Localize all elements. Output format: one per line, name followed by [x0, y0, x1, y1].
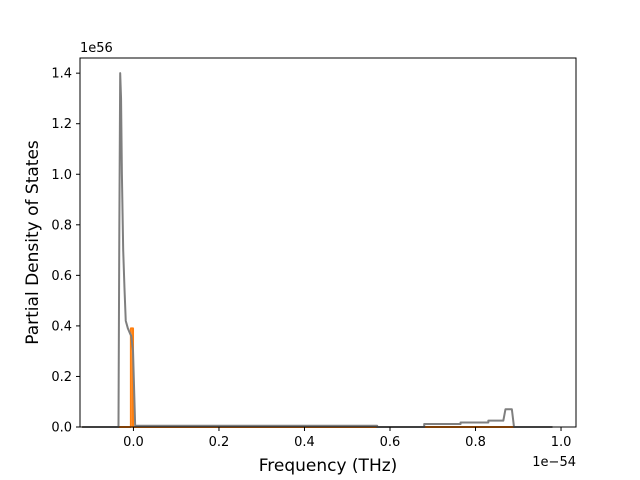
series-line-0	[82, 327, 553, 428]
x-tick-label: 0.0	[123, 435, 144, 450]
x-tick-label: 0.6	[380, 435, 401, 450]
y-tick-label: 1.0	[51, 168, 72, 183]
plot-frame	[79, 57, 577, 428]
y-tick-label: 0.6	[51, 269, 72, 284]
x-offset-text: 1e−54	[532, 455, 576, 470]
y-tick-label: 0.8	[51, 218, 72, 233]
x-tick-label: 1.0	[551, 435, 572, 450]
y-axis-ticks: 0.0 0.2 0.4 0.6 0.8 1.0 1.2 1.4	[51, 67, 80, 436]
plot-lines	[82, 72, 553, 428]
y-tick-label: 0.2	[51, 370, 72, 385]
y-axis-label: Partial Density of States	[23, 140, 43, 345]
x-axis-ticks: 0.0 0.2 0.4 0.6 0.8 1.0	[123, 427, 571, 450]
x-tick-label: 0.2	[209, 435, 230, 450]
x-axis-label: Frequency (THz)	[259, 456, 398, 476]
y-tick-label: 1.2	[51, 117, 72, 132]
y-tick-label: 0.4	[51, 319, 72, 334]
x-tick-label: 0.4	[294, 435, 315, 450]
y-tick-label: 0.0	[51, 421, 72, 436]
series-line-1	[82, 72, 553, 428]
y-offset-text: 1e56	[80, 41, 113, 56]
y-tick-label: 1.4	[51, 67, 72, 82]
x-tick-label: 0.8	[465, 435, 486, 450]
